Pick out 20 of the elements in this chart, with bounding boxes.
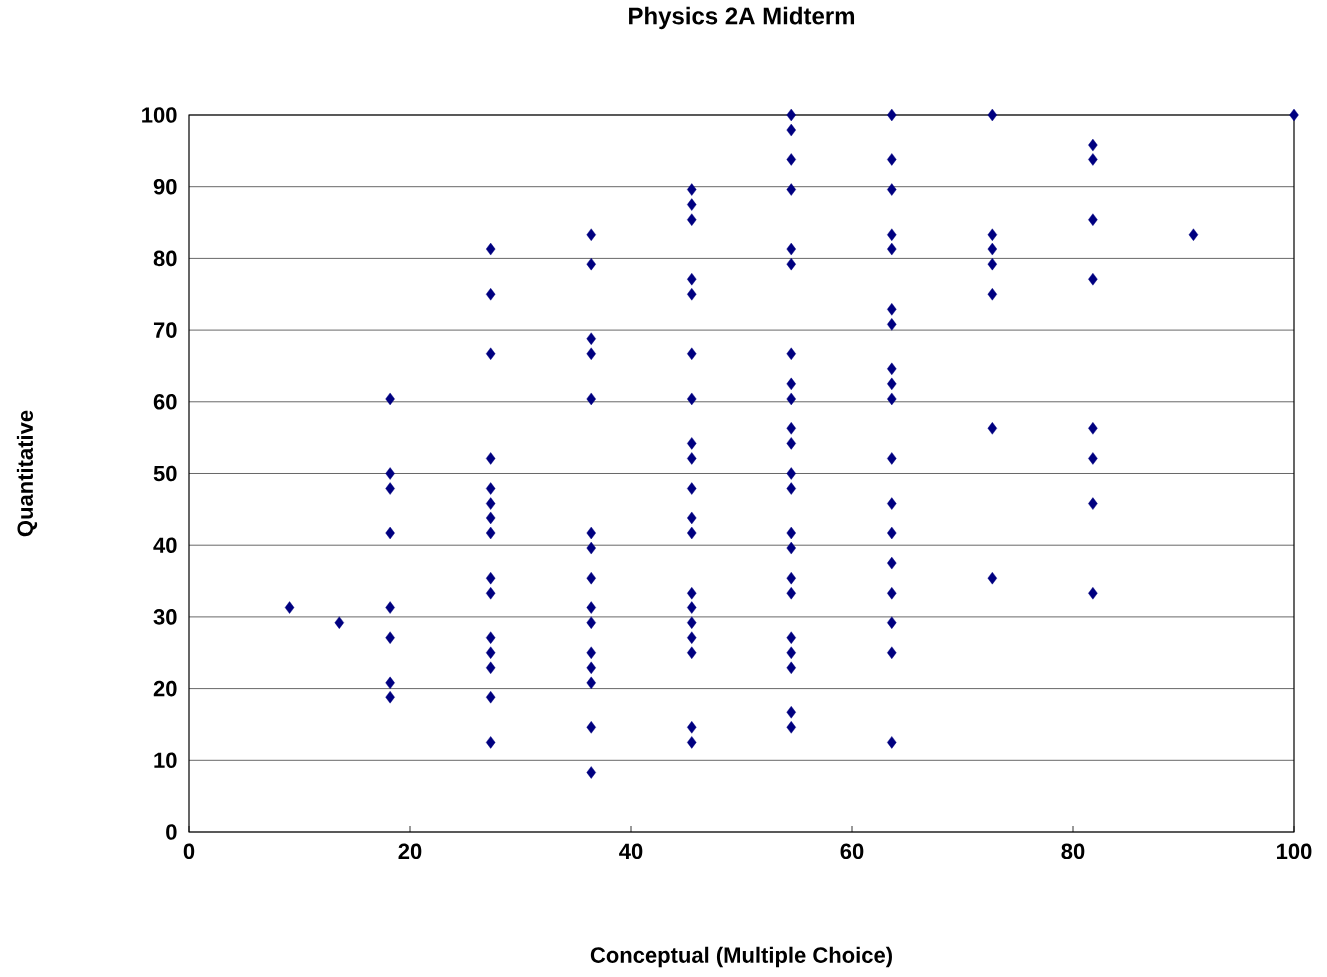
- y-tick-label: 80: [153, 250, 177, 267]
- y-tick-label: 20: [153, 680, 177, 697]
- x-tick-label: 40: [619, 843, 643, 860]
- x-tick-label: 20: [398, 843, 422, 860]
- x-tick-label: 100: [1277, 843, 1312, 860]
- y-axis-title: Quantitative: [16, 410, 38, 537]
- x-tick-label: 0: [183, 843, 195, 860]
- y-tick-label: 70: [153, 322, 177, 338]
- y-tick-label: 30: [153, 609, 177, 625]
- y-tick-label: 10: [154, 752, 177, 769]
- y-tick-label: 40: [153, 537, 177, 553]
- x-axis-title: Conceptual (Multiple Choice): [590, 946, 892, 968]
- y-tick-label: 50: [153, 465, 177, 482]
- y-tick-label: 90: [153, 178, 177, 195]
- chart-title: Physics 2A Midterm: [629, 6, 855, 30]
- x-tick-label: 80: [1061, 843, 1085, 860]
- y-tick-label: 100: [142, 107, 177, 123]
- y-tick-label: 60: [153, 394, 177, 410]
- y-tick-label: 0: [166, 824, 177, 840]
- x-tick-label: 60: [840, 843, 864, 860]
